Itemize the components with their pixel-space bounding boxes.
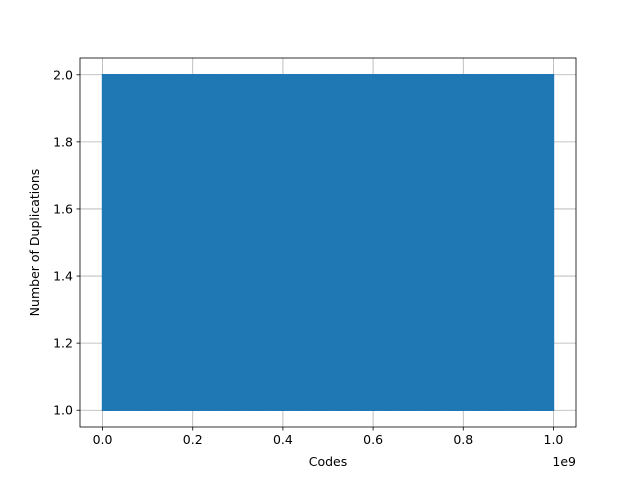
- y-tick-label: 1.4: [53, 269, 73, 284]
- series-line-band: [101, 74, 555, 411]
- x-tick-label: 0.2: [183, 432, 203, 447]
- x-tick-label: 0.6: [363, 432, 383, 447]
- y-tick-label: 1.0: [53, 403, 73, 418]
- x-tick-label: 0.8: [453, 432, 473, 447]
- series-line-top-edge: [102, 74, 553, 77]
- x-offset-label: 1e9: [552, 454, 576, 469]
- x-axis-label: Codes: [309, 454, 348, 469]
- y-tick-label: 2.0: [53, 67, 73, 82]
- plot-frame: [79, 57, 577, 428]
- x-tick-label: 0.4: [273, 432, 293, 447]
- y-tick-label: 1.6: [53, 201, 73, 216]
- series-line-bottom-edge: [102, 408, 553, 411]
- x-tick-label: 0.0: [93, 432, 113, 447]
- y-tick-label: 1.2: [53, 336, 73, 351]
- data-layer: [101, 74, 555, 411]
- x-tick-label: 1.0: [544, 432, 564, 447]
- tick-layer: 0.0 0.2 0.4 0.6 0.8 1.0 1.0 1.2 1.4 1.6 1.8 2.0: [53, 67, 563, 447]
- y-tick-label: 1.8: [53, 134, 73, 149]
- y-axis-label: Number of Duplications: [27, 169, 42, 317]
